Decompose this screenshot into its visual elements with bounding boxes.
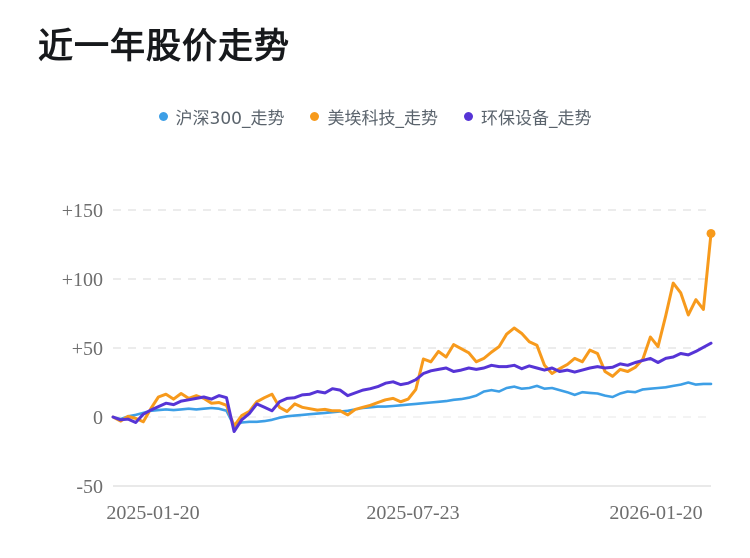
x-axis-tick-label: 2026-01-20 [609,502,702,524]
legend-item-csi300[interactable]: 沪深300_走势 [158,104,285,129]
y-axis-tick-label: -50 [76,476,103,498]
series-line-2 [111,341,713,433]
y-axis-tick-label: +50 [72,338,103,360]
y-axis-tick-label: 0 [93,407,103,429]
series-line-0 [111,381,713,428]
series-end-dot [706,228,716,238]
page-title: 近一年股价走势 [38,27,291,67]
legend-dot-icon [158,112,168,121]
y-axis-tick-label: +100 [62,269,103,291]
legend-label: 美埃科技_走势 [327,109,438,129]
chart-legend: 沪深300_走势 美埃科技_走势 环保设备_走势 [0,104,750,129]
legend-label: 环保设备_走势 [480,109,592,129]
x-axis-tick-label: 2025-07-23 [366,502,459,524]
legend-item-env-equipment[interactable]: 环保设备_走势 [463,104,592,129]
series-line-1 [111,232,713,428]
legend-dot-icon [310,112,320,121]
y-axis-tick-label: +150 [62,200,103,222]
x-axis-tick-label: 2025-01-20 [106,502,199,524]
legend-item-meiai-tech[interactable]: 美埃科技_走势 [310,104,438,129]
legend-label: 沪深300_走势 [175,109,285,129]
legend-dot-icon [463,112,473,121]
